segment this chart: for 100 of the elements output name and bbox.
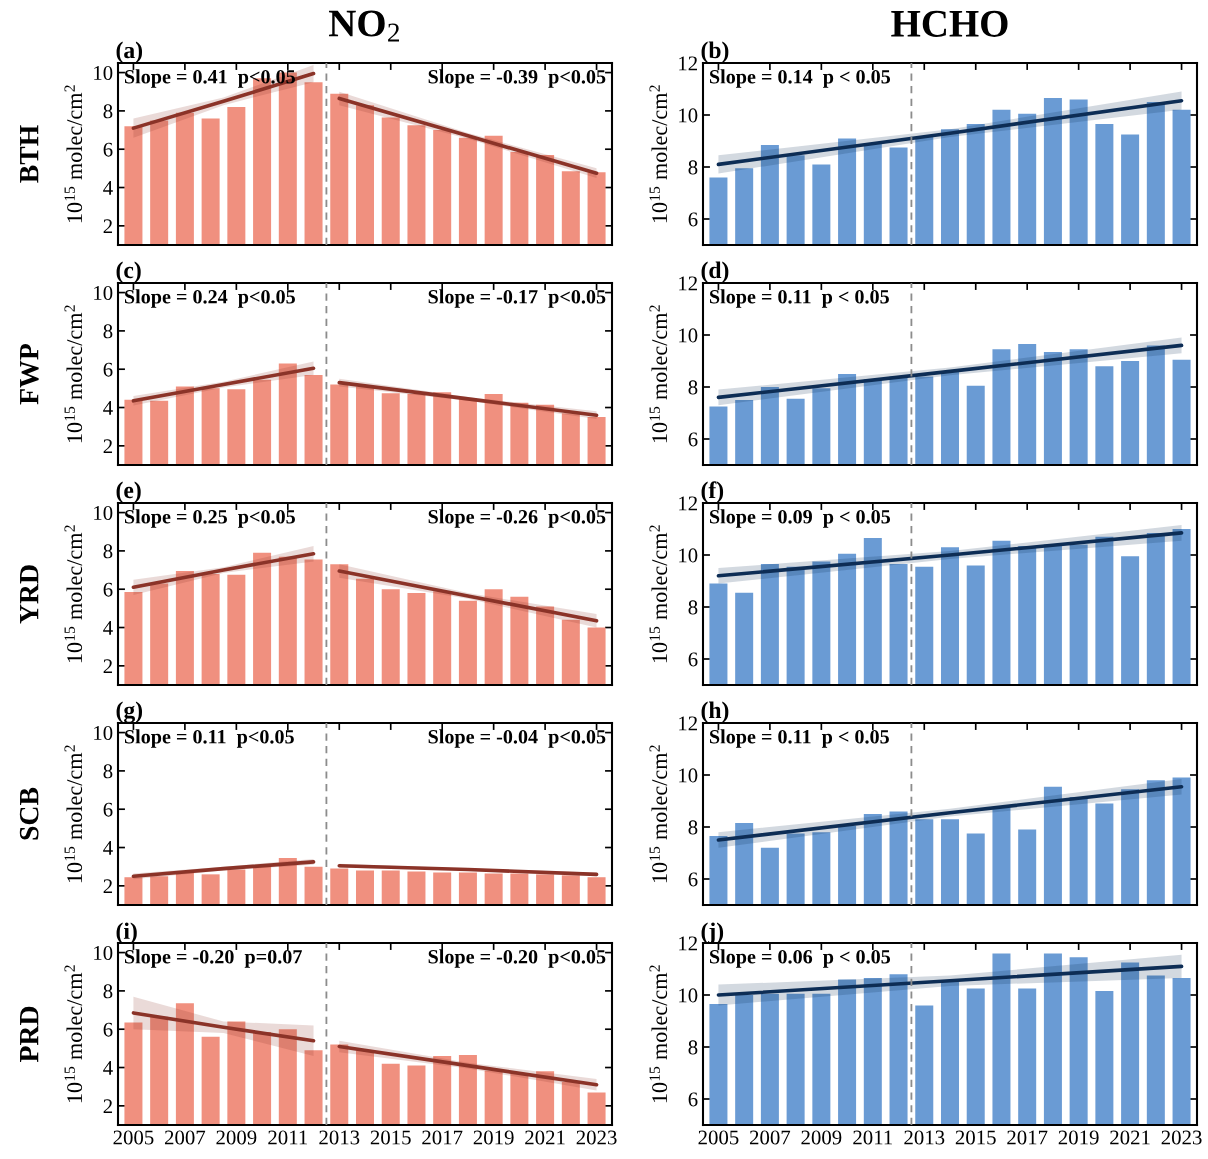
text: NO$_{2}$ [328,10,400,42]
y-axis-title: 10$^{15}$ molec/cm$^{2}$ [64,745,83,883]
y-tick-label: 6 [103,362,113,377]
y-tick-label: 6 [103,802,113,817]
y-tick-label: 12 [679,496,697,511]
annotation: Slope = 0.06 p < 0.05 [710,949,891,968]
chart-title: (c) [116,261,141,283]
y-tick-label: 8 [103,544,113,559]
y-tick-label: 8 [103,324,113,339]
annotation: Slope = -0.26 p<0.05 [428,509,606,528]
y-tick-label: 8 [688,380,698,395]
y-tick-label: 12 [679,276,697,291]
annotation: Slope = 0.11 p < 0.05 [710,289,889,308]
y-tick-label: 4 [103,841,113,855]
x-tick-label: 2017 [1007,1130,1048,1145]
annotation: Slope = 0.11 p<0.05 [125,729,294,748]
annotation: Slope = -0.20 p=0.07 [125,949,302,968]
y-tick-label: 2 [103,1099,112,1114]
chart-title: (i) [116,922,137,944]
text: PRD [20,1006,39,1063]
y-axis-title: 10$^{15}$ molec/cm$^{2}$ [64,85,83,223]
y-axis-title: 10$^{15}$ molec/cm$^{2}$ [649,745,668,883]
y-tick-label: 6 [688,1092,698,1107]
x-tick-label: 2005 [113,1130,154,1145]
y-tick-label: 10 [679,768,698,783]
annotation: Slope = 0.11 p < 0.05 [710,729,889,748]
chart-title: (a) [116,41,143,63]
x-tick-label: 2007 [164,1130,206,1145]
x-tick-label: 2021 [1110,1130,1150,1145]
text: FWP [20,343,39,405]
y-axis-title: 10$^{15}$ molec/cm$^{2}$ [64,965,83,1103]
x-tick-label: 2011 [268,1130,308,1145]
annotation: Slope = -0.39 p<0.05 [428,69,606,88]
x-tick-label: 2019 [473,1130,514,1145]
x-tick-label: 2015 [955,1130,996,1145]
annotation: Slope = 0.24 p<0.05 [125,289,295,308]
y-tick-label: 8 [688,600,698,615]
text: SCB [19,787,39,840]
annotation: Slope = 0.41 p<0.05 [125,69,295,88]
y-tick-label: 6 [103,142,113,157]
x-tick-label: 2007 [749,1130,791,1145]
annotation: Slope = 0.09 p < 0.05 [710,509,891,528]
y-tick-label: 12 [679,716,697,731]
y-axis-title: 10$^{15}$ molec/cm$^{2}$ [649,85,668,223]
y-tick-label: 6 [688,212,698,227]
y-axis-title: 10$^{15}$ molec/cm$^{2}$ [649,305,668,443]
y-tick-label: 4 [103,181,113,195]
y-tick-label: 8 [103,984,113,999]
annotation: Slope = 0.25 p<0.05 [125,509,295,528]
y-tick-label: 8 [688,1040,698,1055]
y-tick-label: 8 [688,160,698,175]
y-tick-label: 6 [688,652,698,667]
y-tick-label: 12 [679,56,697,71]
x-tick-label: 2023 [1161,1130,1202,1145]
text: YRD [20,565,39,624]
y-tick-label: 4 [103,1061,113,1075]
x-tick-label: 2013 [904,1130,945,1145]
text: BTH [20,125,39,183]
y-tick-label: 2 [103,439,112,454]
y-tick-label: 10 [679,328,698,343]
annotation: Slope = -0.20 p<0.05 [428,949,606,968]
annotation: Slope = -0.17 p<0.05 [428,289,606,308]
x-tick-label: 2021 [525,1130,565,1145]
y-tick-label: 10 [94,285,113,301]
y-tick-label: 8 [103,104,113,119]
y-tick-label: 6 [103,582,113,597]
x-tick-label: 2011 [853,1130,893,1145]
annotation: Slope = 0.14 p < 0.05 [710,69,891,88]
y-tick-label: 4 [103,621,113,635]
y-tick-label: 2 [103,879,112,894]
x-tick-label: 2019 [1058,1130,1099,1145]
y-tick-label: 10 [679,988,698,1003]
x-tick-label: 2017 [422,1130,463,1145]
y-tick-label: 8 [103,764,113,779]
x-tick-label: 2023 [576,1130,617,1145]
annotation: Slope = -0.04 p<0.05 [428,729,606,748]
y-tick-label: 6 [688,872,698,887]
y-axis-title: 10$^{15}$ molec/cm$^{2}$ [649,525,668,663]
x-tick-label: 2009 [216,1130,257,1145]
x-tick-label: 2009 [801,1130,842,1145]
y-tick-label: 10 [94,65,113,81]
text: HCHO [891,10,1008,37]
y-tick-label: 6 [103,1022,113,1037]
chart-title: (f) [701,481,724,503]
chart-title: (b) [701,41,729,63]
y-tick-label: 10 [94,945,113,961]
chart-title: (e) [116,481,141,503]
y-axis-title: 10$^{15}$ molec/cm$^{2}$ [64,305,83,443]
chart-title: (h) [701,701,729,723]
y-tick-label: 2 [103,219,112,234]
y-axis-title: 10$^{15}$ molec/cm$^{2}$ [64,525,83,663]
x-tick-label: 2015 [370,1130,411,1145]
y-tick-label: 2 [103,659,112,674]
y-tick-label: 10 [94,505,113,521]
chart-title: (d) [701,261,729,283]
y-axis-title: 10$^{15}$ molec/cm$^{2}$ [649,965,668,1103]
y-tick-label: 12 [679,936,697,951]
x-tick-label: 2005 [698,1130,739,1145]
y-tick-label: 8 [688,820,698,835]
y-tick-label: 10 [679,548,698,563]
